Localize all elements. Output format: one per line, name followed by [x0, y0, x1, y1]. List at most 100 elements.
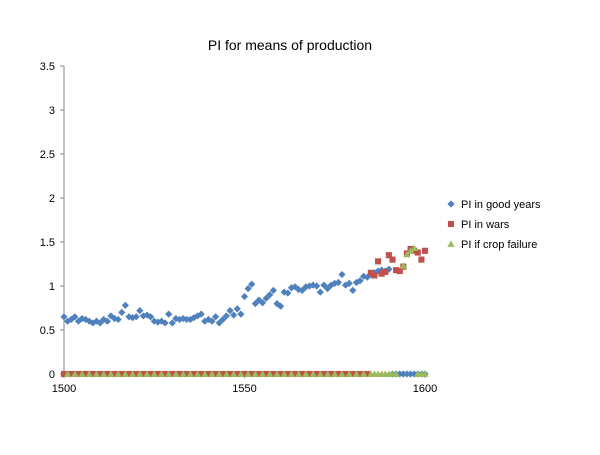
- data-points: [60, 244, 429, 378]
- data-point-triangle: [345, 370, 353, 377]
- data-point-triangle: [165, 370, 173, 377]
- data-point-square: [364, 370, 371, 378]
- data-point-triangle: [323, 370, 332, 377]
- data-point-square: [414, 249, 421, 256]
- y-tick-label: 1.5: [40, 237, 55, 249]
- data-point-square: [219, 370, 226, 378]
- data-point-triangle: [266, 370, 274, 377]
- data-point-triangle: [107, 370, 115, 377]
- data-point-diamond: [89, 319, 97, 327]
- data-point-square: [68, 370, 75, 378]
- legend-label: PI in good years: [461, 199, 541, 211]
- data-point-square: [82, 370, 89, 378]
- data-point-square: [118, 370, 125, 378]
- data-point-triangle: [92, 370, 101, 377]
- data-point-square: [248, 370, 255, 378]
- data-point-diamond: [74, 317, 83, 325]
- series-2: [60, 245, 429, 378]
- data-point-square: [375, 258, 382, 265]
- data-point-square: [111, 370, 118, 378]
- data-point-square: [190, 370, 198, 378]
- data-point-square: [97, 370, 104, 378]
- data-point-triangle: [230, 370, 238, 377]
- data-point-square: [227, 370, 234, 378]
- data-point-triangle: [215, 370, 223, 377]
- data-point-triangle: [128, 370, 137, 377]
- data-point-square: [284, 370, 291, 378]
- data-point-diamond: [161, 319, 169, 327]
- data-point-triangle: [179, 370, 187, 377]
- legend-label: PI if crop failure: [461, 239, 537, 251]
- data-point-diamond: [125, 313, 133, 321]
- data-point-diamond: [136, 307, 144, 315]
- data-point-diamond: [139, 312, 148, 320]
- data-point-square: [89, 370, 96, 378]
- data-point-square: [277, 370, 284, 378]
- data-point-triangle: [143, 370, 151, 377]
- data-point-diamond: [323, 285, 332, 293]
- data-point-triangle: [360, 370, 368, 377]
- data-point-square: [385, 252, 392, 259]
- data-point-triangle: [244, 370, 252, 377]
- data-point-square: [382, 268, 389, 275]
- data-point-square: [176, 370, 183, 378]
- data-point-triangle: [410, 244, 418, 252]
- data-point-square: [342, 370, 349, 378]
- data-point-square: [349, 370, 356, 378]
- data-point-triangle: [399, 262, 407, 269]
- data-point-square: [393, 267, 400, 274]
- data-point-diamond: [168, 319, 176, 327]
- x-tick-label: 1500: [52, 383, 76, 395]
- data-point-triangle: [406, 247, 415, 254]
- data-point-diamond: [230, 311, 238, 319]
- data-point-square: [291, 370, 299, 378]
- data-point-square: [140, 370, 147, 378]
- y-tick-label: 0.5: [40, 325, 55, 337]
- data-point-diamond: [352, 278, 361, 287]
- data-point-diamond: [248, 280, 256, 288]
- data-point-triangle: [193, 370, 202, 377]
- data-point-diamond: [406, 370, 415, 378]
- data-point-square: [154, 370, 161, 378]
- data-point-triangle: [421, 370, 429, 377]
- data-point-diamond: [258, 299, 267, 307]
- data-point-triangle: [237, 370, 245, 377]
- data-point-diamond: [64, 317, 72, 325]
- data-point-diamond: [266, 291, 274, 299]
- series-1: [60, 265, 429, 378]
- data-point-triangle: [121, 370, 129, 377]
- data-point-triangle: [309, 370, 317, 377]
- data-point-diamond: [295, 285, 303, 294]
- data-point-square: [198, 370, 205, 378]
- data-point-diamond: [298, 286, 306, 294]
- data-point-square: [335, 370, 342, 378]
- data-point-square: [328, 370, 335, 378]
- data-point-diamond: [403, 370, 411, 378]
- data-point-triangle: [157, 370, 166, 377]
- data-point-square: [378, 270, 385, 277]
- data-point-diamond: [208, 317, 216, 325]
- chart-title: PI for means of production: [208, 37, 372, 53]
- data-point-triangle: [316, 370, 324, 377]
- data-point-square: [313, 370, 320, 378]
- data-point-square: [205, 370, 212, 378]
- data-point-triangle: [273, 370, 281, 377]
- data-point-square: [306, 370, 313, 378]
- y-tick-label: 3: [49, 105, 55, 117]
- data-point-triangle: [287, 370, 296, 377]
- legend-marker-square: [447, 220, 455, 228]
- data-point-diamond: [201, 317, 209, 325]
- data-point-triangle: [331, 370, 339, 377]
- data-point-triangle: [201, 370, 209, 377]
- data-point-square: [183, 370, 190, 378]
- data-point-square: [255, 370, 262, 378]
- data-point-diamond: [345, 279, 353, 287]
- data-point-triangle: [222, 370, 231, 377]
- data-point-triangle: [251, 370, 259, 377]
- data-point-square: [367, 269, 374, 276]
- data-point-diamond: [251, 300, 259, 308]
- data-point-triangle: [172, 370, 180, 377]
- data-point-diamond: [313, 282, 321, 290]
